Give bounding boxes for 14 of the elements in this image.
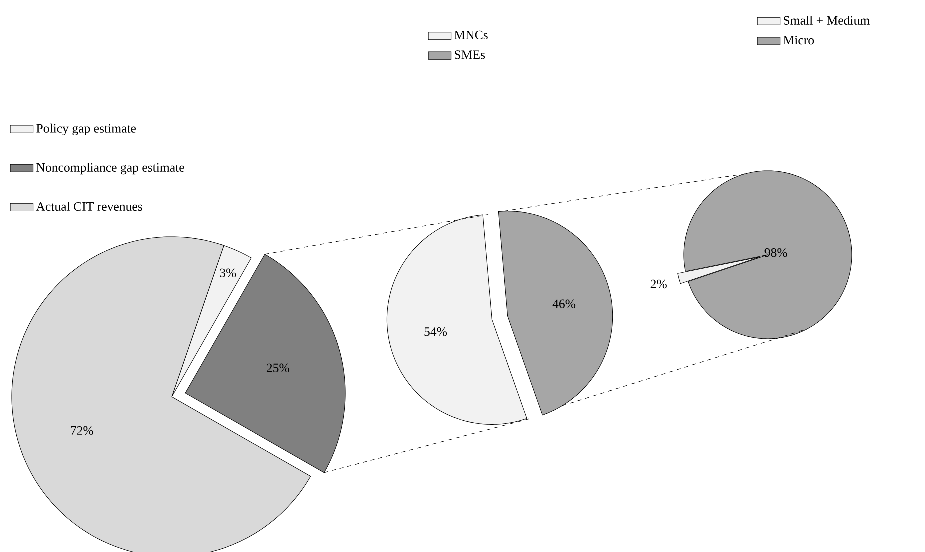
legend-label: SMEs [455,50,486,60]
data-label: 72% [71,426,94,436]
legend-label: Micro [784,36,814,45]
legend-label: Noncompliance gap estimate [36,162,184,175]
data-label: 54% [424,328,448,336]
data-label: 25% [266,364,290,372]
data-label: 3% [220,268,236,278]
legend-label: MNCs [454,30,488,40]
data-label: 98% [764,248,788,258]
data-label: 2% [650,280,667,289]
data-label: 46% [552,300,576,308]
legend-label: Policy gap estimate [36,124,136,136]
legend-label: Actual CIT revenues [36,202,142,212]
legend-label: Small + Medium [784,16,870,25]
